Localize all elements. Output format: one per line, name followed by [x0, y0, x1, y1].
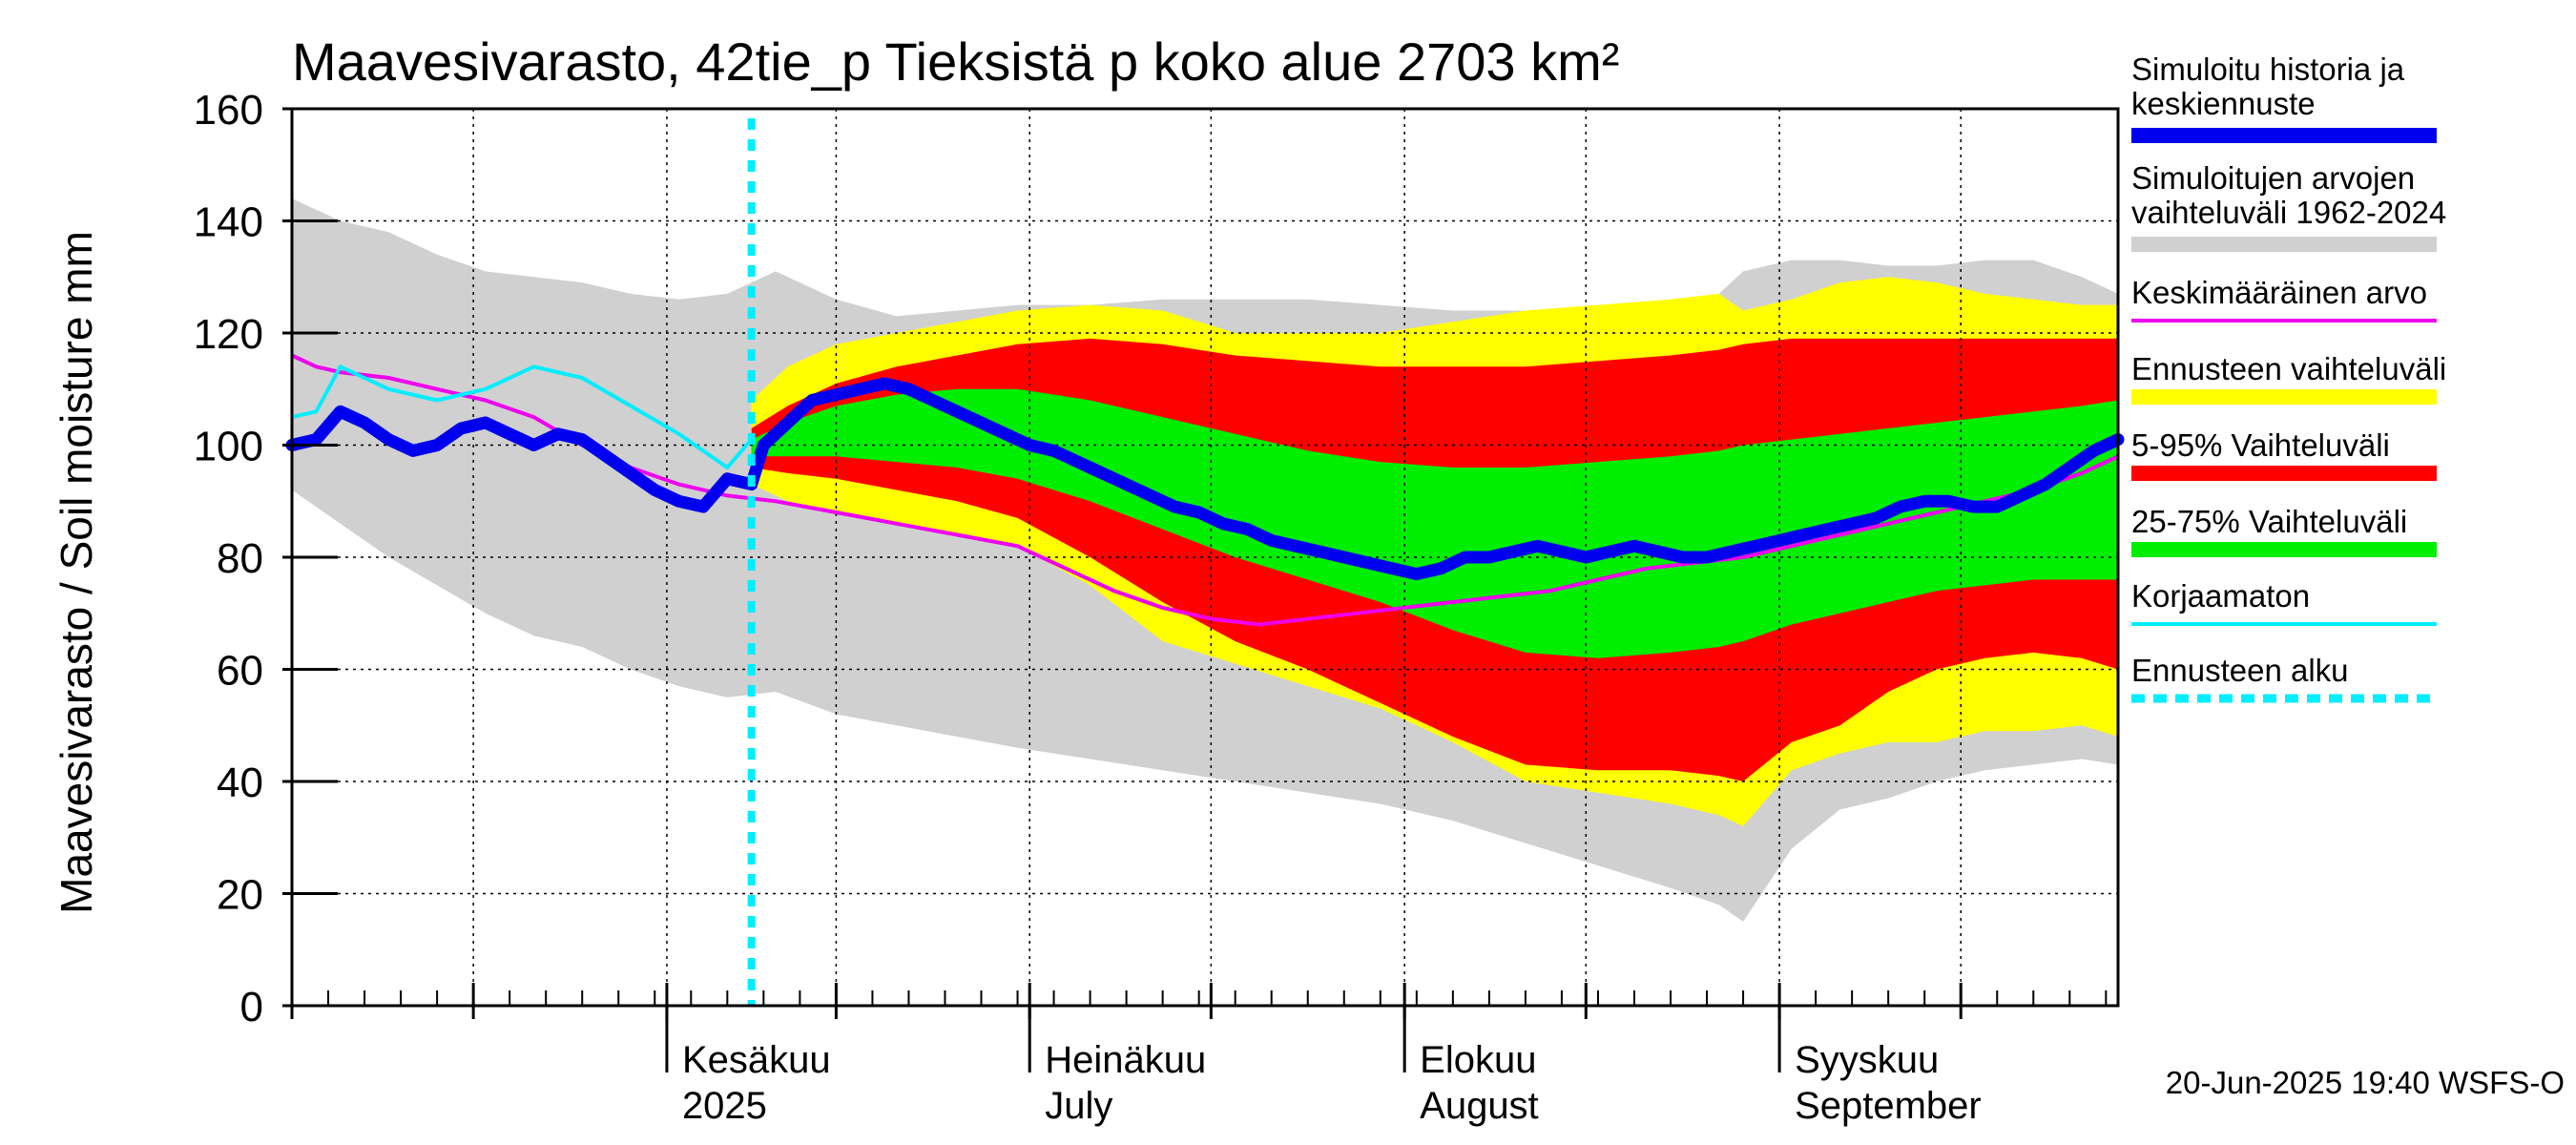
uncorrected-line [291, 364, 754, 469]
y-tick-label: 60 [217, 648, 263, 695]
legend-label: 5-95% Vaihteluväli [2131, 427, 2390, 463]
p25-75-band [751, 388, 2119, 658]
y-tick-label: 40 [217, 760, 263, 806]
y-tick-label: 20 [217, 872, 263, 919]
chart-title: Maavesivarasto, 42tie_p Tieksistä p koko… [292, 31, 1619, 92]
month-sublabel: August [1420, 1085, 1539, 1127]
month-label: Syyskuu [1795, 1039, 1939, 1081]
month-sublabel: 2025 [682, 1085, 767, 1127]
month-label: Heinäkuu [1045, 1039, 1206, 1081]
legend-label: Korjaamaton [2131, 578, 2310, 614]
legend-label-2: keskiennuste [2131, 86, 2316, 121]
mean-line [291, 353, 2119, 627]
main-forecast-line [285, 377, 2125, 581]
legend-label: 25-75% Vaihteluväli [2131, 504, 2407, 539]
legend-label: Keskimääräinen arvo [2131, 275, 2427, 310]
y-tick-label: 0 [240, 984, 263, 1030]
footer-timestamp: 20-Jun-2025 19:40 WSFS-O [2166, 1065, 2565, 1100]
month-label: Kesäkuu [682, 1039, 831, 1081]
legend-label: Ennusteen alku [2131, 653, 2349, 688]
legend-label: Simuloitu historia ja [2131, 52, 2405, 87]
y-axis-label: Maavesivarasto / Soil moisture mm [52, 231, 101, 914]
p25-75-range-layer [751, 388, 2119, 658]
y-tick-label: 80 [217, 535, 263, 582]
y-tick-label: 120 [194, 311, 263, 358]
y-tick-label: 140 [194, 199, 263, 246]
grid-layer [292, 109, 2118, 1006]
y-tick-label: 100 [194, 424, 263, 470]
series-lines-layer [285, 118, 2125, 1006]
legend-label: Ennusteen vaihteluväli [2131, 351, 2446, 386]
month-sublabel: July [1045, 1085, 1112, 1127]
legend-label: Simuloitujen arvojen [2131, 160, 2415, 196]
legend-label-2: vaihteluväli 1962-2024 [2131, 195, 2446, 230]
month-label: Elokuu [1420, 1039, 1536, 1081]
y-tick-label: 160 [194, 87, 263, 134]
month-sublabel: September [1795, 1085, 1982, 1127]
